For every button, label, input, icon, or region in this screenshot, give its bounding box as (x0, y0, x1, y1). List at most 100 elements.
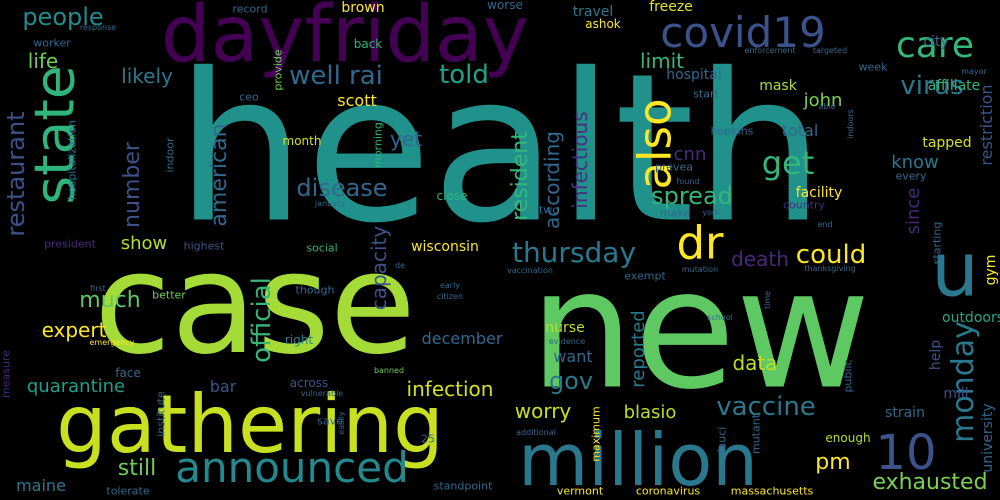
word-right: right (284, 333, 314, 347)
word-know: know (891, 152, 939, 173)
word-hospitalization: hospitalization (65, 119, 79, 201)
word-vulnerable: vulnerable (300, 389, 344, 398)
word-indoor: indoor (163, 137, 177, 173)
word-mutation: mutation (681, 265, 719, 274)
word-get: get (761, 144, 815, 182)
word-well-rai: well rai (289, 61, 383, 91)
word-gov: gov (548, 367, 594, 395)
word-show: show (120, 233, 168, 254)
word-emergency: emergency (89, 338, 135, 347)
word-spread: spread (651, 182, 733, 210)
word-across: across (289, 376, 329, 390)
word-maximum: maximum (589, 406, 603, 462)
word-institute: institute (154, 391, 168, 437)
word-evidence: evidence (548, 337, 586, 346)
word-prevea: prevea (654, 160, 694, 174)
word-hospital: hospital (666, 67, 722, 83)
word-also: also (628, 98, 682, 190)
word-travel: travel (572, 4, 614, 20)
word-mill: mill (943, 386, 969, 402)
word-people: people (22, 3, 104, 31)
word-million: million (518, 418, 758, 500)
word-maine: maine (16, 476, 66, 495)
word-official: official (247, 277, 277, 363)
word-tapped: tapped (922, 135, 972, 151)
word-u: u (931, 225, 979, 314)
word-ashok: ashok (585, 17, 621, 31)
word-morning: morning (371, 122, 385, 168)
word-yet: yet (390, 127, 422, 151)
word-mayor: mayor (961, 67, 987, 76)
word-standpoint: standpoint (433, 479, 493, 493)
word-additional: additional (516, 428, 556, 437)
word-exempt: exempt (624, 269, 666, 283)
word-data: data (732, 351, 778, 375)
word-massachusetts: massachusetts (730, 484, 814, 498)
word-fauci: fauci (715, 426, 729, 454)
word-though: though (295, 283, 335, 297)
word-dr: dr (676, 216, 724, 270)
word-university: university (980, 403, 996, 473)
word-vaccination: vaccination (507, 266, 553, 275)
word-announced: announced (175, 443, 409, 492)
word-could: could (795, 240, 867, 270)
word-time: time (763, 290, 772, 310)
word-tolerate: tolerate (106, 484, 150, 498)
word-thanksgiving: thanksgiving (804, 264, 856, 273)
word-bar: bar (209, 377, 237, 396)
word-highest: highest (183, 239, 225, 253)
word-early: early (439, 281, 461, 290)
word-want: want (553, 347, 593, 366)
word-starting: starting (930, 221, 944, 265)
word-reported: reported (628, 310, 649, 388)
word-much: much (79, 288, 141, 313)
word-virus: virus (900, 71, 964, 101)
word-president: president (44, 237, 96, 251)
word-nurse: nurse (545, 320, 585, 336)
word-scott: scott (337, 91, 377, 110)
word-25: 25 (421, 432, 435, 446)
word-social: social (306, 241, 338, 255)
word-restriction: restriction (977, 84, 996, 166)
word-covid19: covid19 (660, 8, 826, 57)
word-every: every (895, 169, 927, 183)
word-quarantine: quarantine (26, 376, 126, 397)
word-january: january (314, 199, 346, 208)
word-restaurant: restaurant (2, 111, 30, 237)
word-health: health (175, 30, 825, 269)
word-worry: worry (514, 399, 572, 423)
word-total: total (781, 121, 819, 140)
word-gathering: gathering (56, 378, 444, 471)
word-freeze: freeze (649, 0, 693, 15)
word-monday: monday (946, 321, 981, 443)
word-mask: mask (759, 78, 797, 94)
word-de: de (395, 261, 405, 270)
word-blasio: blasio (623, 402, 677, 423)
word-outdoors: outdoors (942, 310, 1000, 326)
word-first: first (90, 284, 106, 293)
word-school: school (707, 313, 733, 322)
word-december: december (421, 329, 503, 348)
word-infectious: infectious (568, 111, 592, 209)
word-enforcement: enforcement (744, 46, 796, 55)
word-city: city (923, 34, 949, 50)
word-hopkins: hopkins (710, 124, 754, 138)
word-affiliate: affiliate (927, 78, 981, 94)
word-john: john (803, 90, 843, 111)
word-record: record (232, 2, 268, 16)
word-start: start (693, 87, 719, 101)
word-expert: expert (41, 318, 107, 342)
word-capacity: capacity (367, 225, 391, 311)
word-life: life (27, 49, 59, 73)
word-new: new (529, 233, 871, 426)
word-infection: infection (406, 377, 494, 401)
word-exhausted: exhausted (872, 470, 988, 495)
word-likely: likely (121, 64, 173, 88)
word-country: country (782, 198, 826, 212)
word-banned: banned (373, 366, 405, 375)
word-close: close (436, 189, 468, 203)
word-better: better (152, 288, 186, 302)
word-american: american (207, 123, 232, 227)
word-targeted: targeted (812, 46, 848, 55)
